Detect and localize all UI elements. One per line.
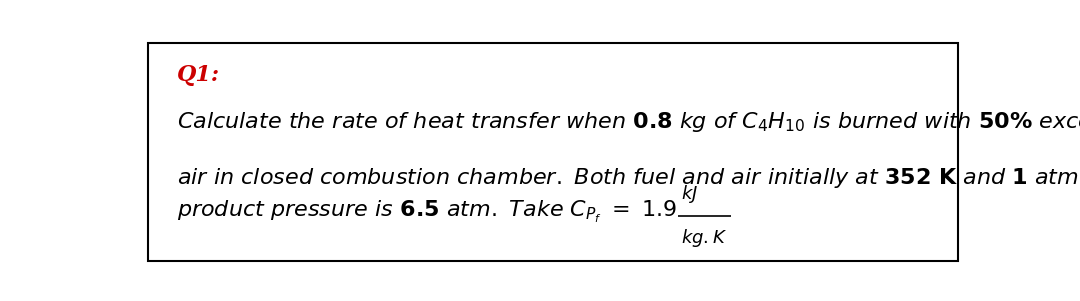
Text: Q1:: Q1: <box>177 64 220 86</box>
FancyBboxPatch shape <box>148 43 958 261</box>
Text: $kg.K$: $kg.K$ <box>681 227 727 249</box>
Text: $\it{Calculate\ the\ rate\ of\ heat\ transfer\ when\ }$$\bf{0.8}$$\it{\ kg\ of\ : $\it{Calculate\ the\ rate\ of\ heat\ tra… <box>177 110 1080 134</box>
Text: $kJ$: $kJ$ <box>681 183 699 205</box>
Text: $\it{product\ pressure\ is\ }$$\bf{6.5}$$\it{\ atm.\ Take\ C}_{P_f}$$\it{\ =\ 1.: $\it{product\ pressure\ is\ }$$\bf{6.5}$… <box>177 199 677 225</box>
Text: $\it{air\ in\ closed\ combustion\ chamber.\ Both\ fuel\ and\ air\ initially\ at\: $\it{air\ in\ closed\ combustion\ chambe… <box>177 166 1080 190</box>
